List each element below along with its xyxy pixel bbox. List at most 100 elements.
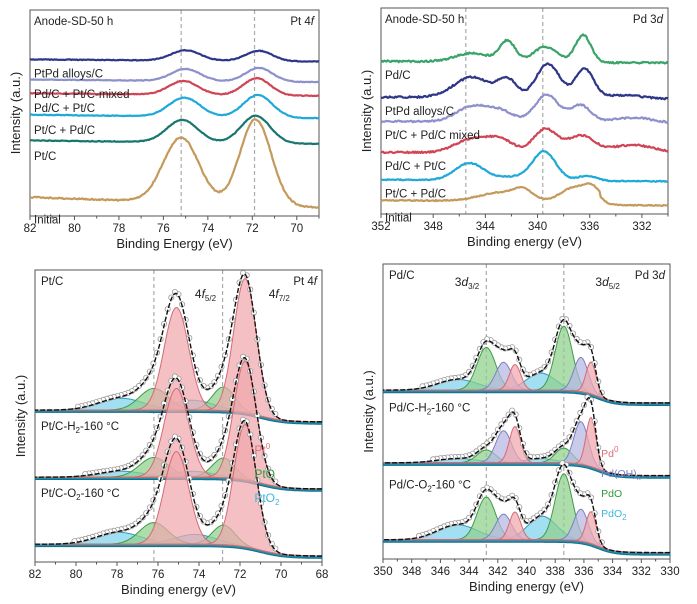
legend-item: PdO2 (601, 508, 627, 522)
fit-component-pd0 (383, 511, 670, 554)
legend-item: Pt0 (254, 442, 270, 457)
x-tick-label: 334 (603, 566, 623, 578)
series-label: Pt/C + Pd/C (34, 125, 95, 137)
x-tick-label: 82 (29, 569, 42, 581)
series-label: Initial (34, 214, 61, 226)
series-line (380, 182, 669, 207)
peak-label: 4f7/2 (269, 287, 291, 303)
x-tick-label: 80 (70, 569, 83, 581)
fit-envelope (383, 318, 670, 404)
data-point (491, 489, 498, 496)
element-label: Pt 4f (290, 16, 315, 28)
fit-envelope (383, 396, 670, 477)
x-axis-label: Binding energy (eV) (469, 579, 584, 594)
series-line (380, 33, 669, 65)
x-tick-label: 332 (632, 566, 651, 578)
x-axis-label: Binding energy (eV) (121, 582, 236, 597)
x-tick-label: 342 (488, 566, 507, 578)
element-label: Pd 3d (633, 14, 664, 26)
legend-item: Pd0 (601, 445, 619, 460)
fit-component-pdo (383, 496, 670, 554)
x-tick-label: 332 (632, 221, 651, 233)
series-line (380, 127, 669, 155)
x-tick-label: 336 (574, 566, 593, 578)
data-point (480, 339, 487, 346)
fit-component-pt0 (35, 424, 322, 557)
fit-envelope (35, 419, 322, 557)
series-line (29, 76, 320, 98)
x-tick-label: 68 (316, 569, 329, 581)
data-point (171, 433, 178, 440)
background-band (34, 543, 323, 559)
legend-item: Pd(OH)x (601, 468, 641, 482)
panel-a: 82 80 78 76 74 72 70 Binding Energy (eV) Intensi… (8, 9, 320, 251)
x-tick-label: 74 (201, 223, 214, 235)
x-tick-label: 330 (660, 566, 679, 578)
series-label: Pt/C (34, 151, 56, 163)
x-tick-label: 344 (476, 221, 496, 233)
panel-c: 82 80 78 76 74 72 70 68 Binding energy (eV) Inten… (13, 269, 329, 597)
x-tick-label: 74 (193, 569, 206, 581)
x-tick-label: 78 (113, 223, 126, 235)
background-band (382, 539, 671, 556)
peak-label: 3d3/2 (455, 275, 480, 291)
series-label: PtPd alloys/C (385, 106, 454, 118)
x-tick-label: 82 (24, 223, 37, 235)
x-tick-label: 350 (373, 566, 392, 578)
series-label: Pd/C + Pt/C (385, 161, 446, 173)
condition-label: Anode-SD-50 h (385, 14, 464, 26)
peak-label: 3d5/2 (595, 275, 620, 291)
legend-item: PtO2 (254, 491, 280, 507)
x-tick-label: 338 (546, 566, 565, 578)
series-line (29, 114, 320, 146)
data-point (466, 368, 473, 375)
data-point (200, 455, 207, 462)
plot-frame (29, 9, 320, 217)
legend-item: PdO (601, 488, 622, 500)
x-tick-label: 72 (234, 569, 247, 581)
condition-label: Anode-SD-50 h (34, 16, 113, 28)
panel-b: 352 348 344 340 336 332 Binding energy (eV) Int… (359, 7, 669, 249)
x-tick-label: 348 (424, 221, 443, 233)
series-line (29, 48, 320, 63)
x-tick-label: 78 (111, 569, 124, 581)
fit-envelope (383, 463, 670, 554)
panel-d: 350 348 346 344 342 340 338 336 334 332 330 Binding… (361, 263, 680, 594)
spectrum-label: Pd/C (389, 270, 415, 282)
x-tick-label: 336 (580, 221, 599, 233)
peak-label: 4f5/2 (195, 287, 217, 303)
fit-component-pd0 (383, 361, 670, 404)
plot-frame (380, 7, 669, 215)
series-line (30, 118, 320, 209)
series-label: Pt/C + Pd/C (385, 188, 446, 200)
series-line (380, 149, 669, 183)
series-line (29, 66, 320, 84)
data-point (272, 410, 279, 417)
series-label: Pd/C (385, 70, 411, 82)
fit-envelope (35, 273, 322, 423)
fit-component-pd0 (383, 416, 670, 477)
data-point (139, 514, 146, 521)
series-line (380, 93, 669, 124)
fit-envelope (35, 356, 322, 490)
element-label: Pd 3d (635, 270, 666, 282)
x-tick-label: 352 (371, 221, 390, 233)
legend-item: PtO (254, 467, 275, 481)
data-point (272, 478, 279, 485)
data-point (139, 452, 146, 459)
series-label: Initial (385, 212, 412, 224)
x-tick-label: 70 (275, 569, 288, 581)
x-axis-label: Binding Energy (eV) (116, 236, 232, 251)
data-point (577, 490, 584, 497)
data-point (171, 373, 178, 380)
x-tick-label: 348 (402, 566, 421, 578)
x-axis-label: Binding energy (eV) (467, 234, 582, 249)
data-point (272, 545, 279, 552)
data-point (200, 518, 207, 525)
data-point (211, 451, 218, 458)
spectrum-label: Pt/C-H2-160 °C (41, 421, 119, 435)
x-tick-label: 76 (152, 569, 165, 581)
spectrum-label: Pt/C (41, 276, 63, 288)
y-axis-label: Intensity (a.u.) (359, 70, 374, 152)
